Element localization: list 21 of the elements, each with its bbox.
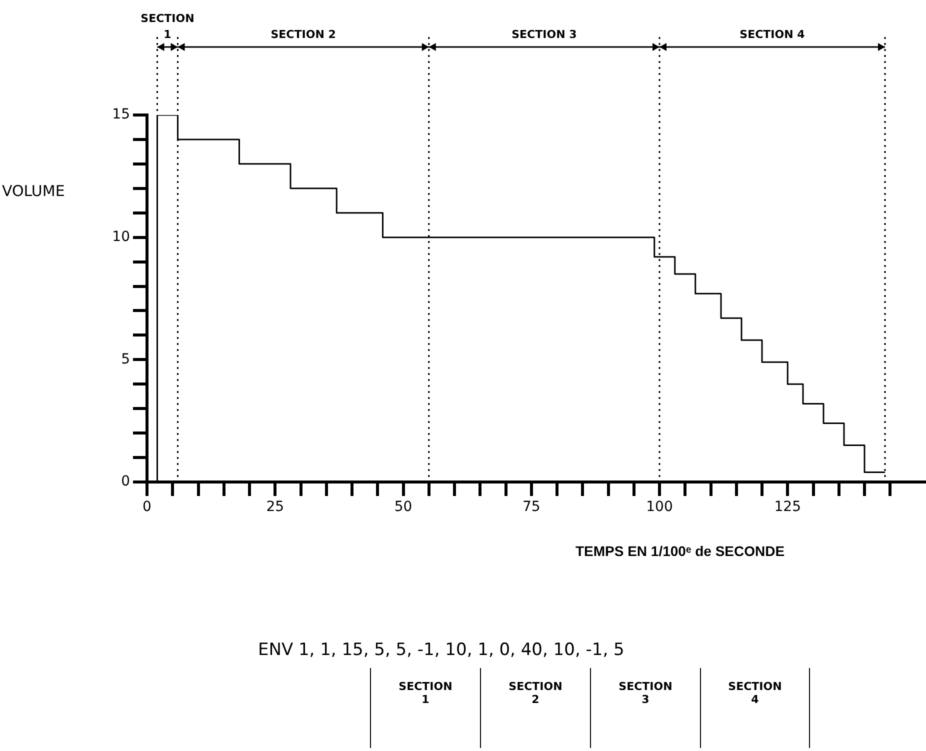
text: SECTION 2 xyxy=(270,28,336,41)
y-tick-label: 15 xyxy=(112,106,130,123)
x-tick-label: 125 xyxy=(774,499,801,516)
text: ENV 1, 1, 15, 5, 5, -1, 10, 1, 0, 40, 10, -1, 5 xyxy=(258,640,624,660)
y-tick-label: 0 xyxy=(121,474,130,490)
y-tick-label: 5 xyxy=(121,351,130,368)
x-tick-label: 75 xyxy=(522,499,540,516)
text: SECTION 2 xyxy=(480,668,590,748)
text: SECTION 4 xyxy=(740,28,806,41)
y-axis-title: VOLUME xyxy=(2,182,65,200)
text: SECTION 4 xyxy=(700,668,810,748)
text: SECTION 1 xyxy=(370,668,480,748)
text: SECTION 3 xyxy=(590,668,700,748)
x-tick-label: 100 xyxy=(646,499,673,516)
x-tick-label: 0 xyxy=(142,499,152,516)
x-tick-label: 25 xyxy=(266,499,284,516)
text: SECTION 3 xyxy=(512,28,577,41)
x-tick-label: 50 xyxy=(394,499,412,516)
text: SECTION 1 xyxy=(140,12,194,41)
x-axis-title: TEMPS EN 1/100ᵉ de SECONDE xyxy=(575,542,785,559)
y-tick-label: 10 xyxy=(112,228,130,245)
